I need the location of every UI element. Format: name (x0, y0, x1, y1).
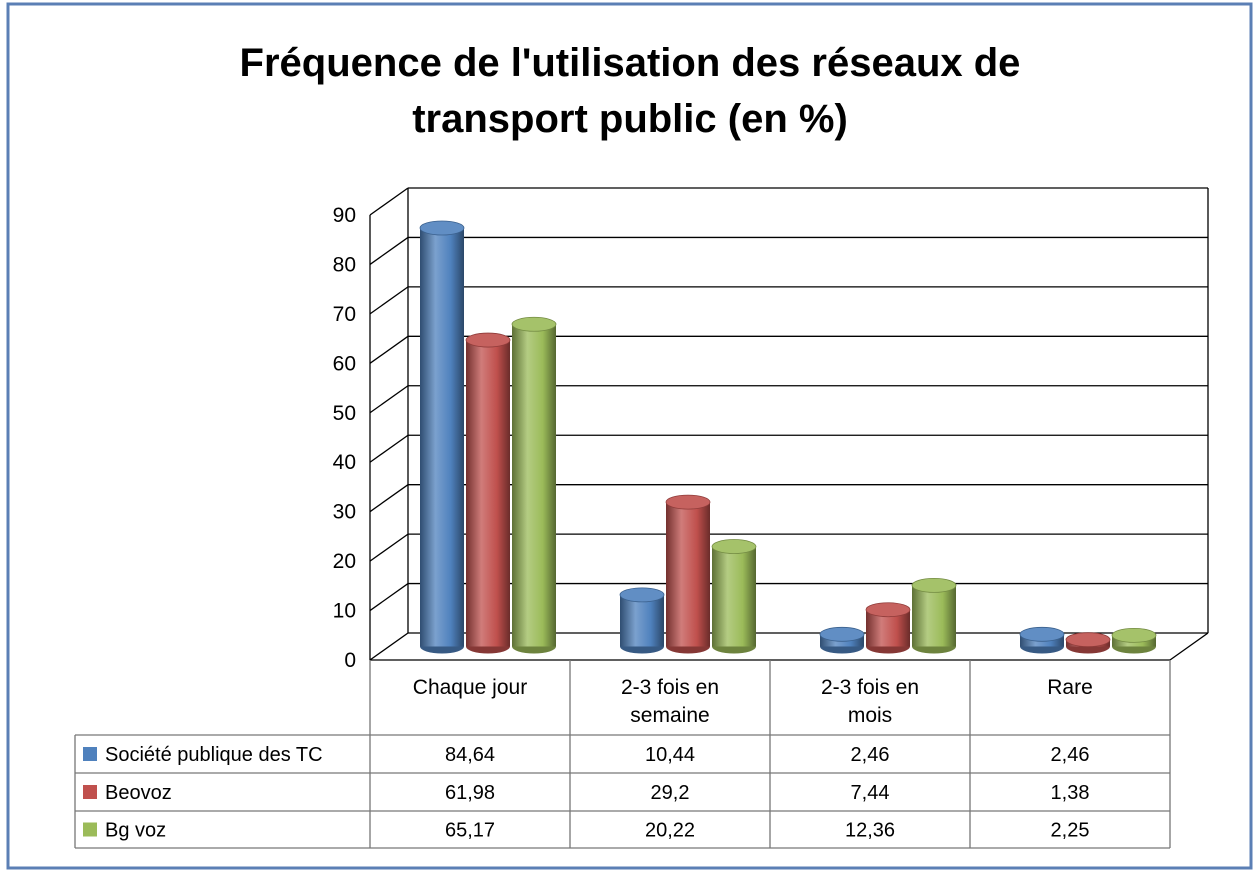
grid-line (369, 583, 409, 612)
bar-body (620, 594, 664, 647)
y-tick-label: 40 (333, 451, 356, 474)
grid-line (369, 385, 409, 414)
bar-top (465, 332, 511, 348)
bar-top (511, 316, 557, 332)
bar-body (666, 502, 710, 647)
bar (511, 316, 557, 654)
bar-body (512, 324, 556, 647)
x-tick-label: 2-3 fois en semaine (620, 676, 720, 727)
x-tick-label: 2-3 fois en mois (820, 676, 920, 727)
y-tick-label: 60 (333, 352, 356, 375)
frame (6, 2, 1253, 870)
floor-edge (1169, 632, 1209, 661)
y-tick-label: 70 (333, 303, 356, 326)
grid-line (369, 533, 409, 562)
bar-top (1019, 626, 1065, 642)
bar-top (619, 587, 665, 603)
table-value: 2,46 (1051, 744, 1090, 766)
category-cell: Chaque jour (412, 676, 528, 699)
bar (1065, 632, 1111, 654)
y-tick-label: 10 (333, 600, 356, 623)
bar-body (466, 340, 510, 647)
y-tick-label: 30 (333, 501, 356, 524)
table-value: 2,46 (851, 744, 890, 766)
bar (865, 602, 911, 654)
table-value: 12,36 (845, 820, 895, 842)
bar-top (865, 602, 911, 618)
table-value: 29,2 (651, 782, 690, 804)
bar (911, 577, 957, 654)
legend-key (83, 785, 97, 799)
grid-line (369, 286, 409, 315)
table-value: 10,44 (645, 744, 695, 766)
grid-line (369, 335, 409, 364)
bar-top (665, 494, 711, 510)
grid-line (369, 236, 409, 265)
table-value: 2,25 (1051, 820, 1090, 842)
y-tick-label: 90 (333, 204, 356, 227)
x-tick-label: Chaque jour (412, 676, 528, 699)
legend-label: Beovoz (105, 782, 172, 804)
table-value: 1,38 (1051, 782, 1090, 804)
bar-top (819, 626, 865, 642)
y-tick-label: 0 (344, 649, 356, 672)
table-value: 20,22 (645, 820, 695, 842)
bar (819, 626, 865, 654)
x-tick-label: Rare (1047, 676, 1093, 699)
chart-title: Fréquence de l'utilisation des réseaux d… (239, 41, 1021, 141)
table-value: 61,98 (445, 782, 495, 804)
y-tick-label: 50 (333, 402, 356, 425)
bar-top (419, 220, 465, 236)
bar (711, 539, 757, 654)
bar-body (420, 228, 464, 647)
table-value: 7,44 (851, 782, 890, 804)
table-value: 65,17 (445, 820, 495, 842)
bar (665, 494, 711, 654)
bar (619, 587, 665, 654)
grid-line (369, 434, 409, 463)
bar-top (1111, 627, 1157, 643)
title-box: Fréquence de l'utilisation des réseaux d… (239, 41, 1021, 141)
grid-line (369, 187, 409, 216)
legend-label: Bg voz (105, 820, 166, 842)
bar-top (711, 539, 757, 554)
category-cell: Rare (1047, 676, 1093, 699)
y-tick-label: 80 (333, 253, 356, 276)
category-cell: 2-3 fois en mois (820, 676, 920, 727)
bar (419, 220, 465, 654)
legend-label: Société publique des TC (105, 744, 323, 766)
legend-key (83, 747, 97, 761)
bar (1111, 627, 1157, 654)
category-cell: 2-3 fois en semaine (620, 676, 720, 727)
y-tick-label: 20 (333, 550, 356, 573)
table-value: 84,64 (445, 744, 495, 766)
bar-body (712, 546, 756, 647)
grid-line (369, 632, 409, 661)
bar-body (912, 585, 956, 647)
bar (465, 332, 511, 654)
bar-top (1065, 632, 1111, 648)
grid-line (369, 484, 409, 513)
legend-key (83, 822, 97, 837)
bar (1019, 626, 1065, 654)
bar-top (911, 577, 957, 593)
